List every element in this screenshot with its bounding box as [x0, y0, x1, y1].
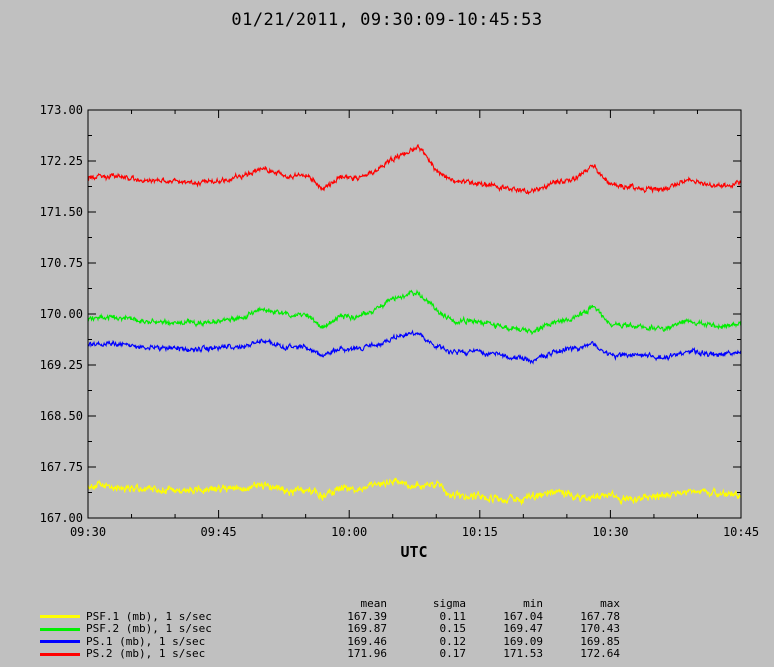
- stat-sigma: 0.11: [439, 609, 467, 623]
- stat-max: 172.64: [580, 647, 620, 660]
- stat-sigma: 0.12: [439, 634, 467, 648]
- y-tick-label: 173.00: [40, 103, 83, 117]
- x-tick-label: 10:30: [592, 525, 628, 539]
- x-axis-title: UTC: [400, 543, 428, 561]
- stat-mean: 167.39: [347, 609, 387, 623]
- y-tick-label: 170.00: [40, 307, 83, 321]
- legend-label: PS.1 (mb), 1 s/sec: [86, 634, 206, 648]
- stats-table: mean sigma min max PSF.1 (mb), 1 s/sec 1…: [40, 597, 621, 661]
- legend-row-psf2: PSF.2 (mb), 1 s/sec 169.87 0.15 169.47 1…: [40, 622, 620, 636]
- legend-row-ps2: PS.2 (mb), 1 s/sec 171.96 0.17 171.53 17…: [40, 647, 620, 661]
- y-tick-label: 171.50: [40, 205, 83, 219]
- stats-header-max: max: [600, 597, 620, 610]
- stats-header-mean: mean: [360, 597, 388, 610]
- legend-swatch: [40, 615, 80, 619]
- chart-title: 01/21/2011, 09:30:09-10:45:53: [231, 10, 543, 30]
- stat-min: 169.47: [503, 622, 543, 635]
- x-tick-label: 09:45: [201, 525, 237, 539]
- x-tick-label: 09:30: [70, 525, 106, 539]
- series-line-1: [87, 477, 742, 506]
- x-tick-label: 10:15: [462, 525, 498, 539]
- stats-header-sigma: sigma: [432, 597, 466, 610]
- stat-max: 169.85: [580, 634, 620, 648]
- legend-row-ps1: PS.1 (mb), 1 s/sec 169.46 0.12 169.09 16…: [40, 634, 620, 649]
- stat-sigma: 0.15: [439, 622, 467, 635]
- stat-mean: 171.96: [347, 647, 387, 660]
- y-tick-label: 170.75: [40, 256, 83, 270]
- stat-mean: 169.87: [347, 622, 387, 635]
- stats-header-min: min: [523, 597, 543, 610]
- series-line-4: [87, 144, 742, 196]
- y-tick-label: 167.00: [40, 511, 83, 525]
- series-line-2: [87, 289, 742, 336]
- stat-min: 171.53: [503, 647, 543, 660]
- y-tick-label: 167.75: [40, 460, 83, 474]
- plot-area: 167.00 167.75 168.50 169.25 170.00 170.75 171.…: [40, 103, 759, 539]
- stat-sigma: 0.17: [439, 647, 467, 660]
- legend-row-psf1: PSF.1 (mb), 1 s/sec 167.39 0.11 167.04 1…: [40, 609, 620, 624]
- x-tick-label: 10:45: [723, 525, 759, 539]
- axis-layer: 167.00 167.75 168.50 169.25 170.00 170.75 171.…: [40, 103, 759, 539]
- series-layer: [87, 144, 742, 506]
- stat-min: 169.09: [503, 634, 543, 648]
- y-tick-label: 168.50: [40, 409, 83, 423]
- stat-max: 167.78: [580, 609, 620, 623]
- stat-max: 170.43: [580, 622, 620, 635]
- legend-label: PSF.1 (mb), 1 s/sec: [86, 609, 212, 623]
- legend-swatch: [40, 652, 80, 656]
- legend-label: PSF.2 (mb), 1 s/sec: [86, 622, 212, 635]
- legend-swatch: [40, 640, 80, 644]
- y-tick-label: 169.25: [40, 358, 83, 372]
- legend-label: PS.2 (mb), 1 s/sec: [86, 647, 206, 660]
- x-tick-label: 10:00: [331, 525, 367, 539]
- stat-mean: 169.46: [347, 634, 387, 648]
- series-line-3: [87, 329, 742, 365]
- y-tick-label: 172.25: [40, 154, 83, 168]
- stat-min: 167.04: [503, 609, 543, 623]
- plot-frame: [87, 109, 742, 519]
- stats-header-row: mean sigma min max: [40, 597, 621, 611]
- legend-swatch: [40, 627, 80, 631]
